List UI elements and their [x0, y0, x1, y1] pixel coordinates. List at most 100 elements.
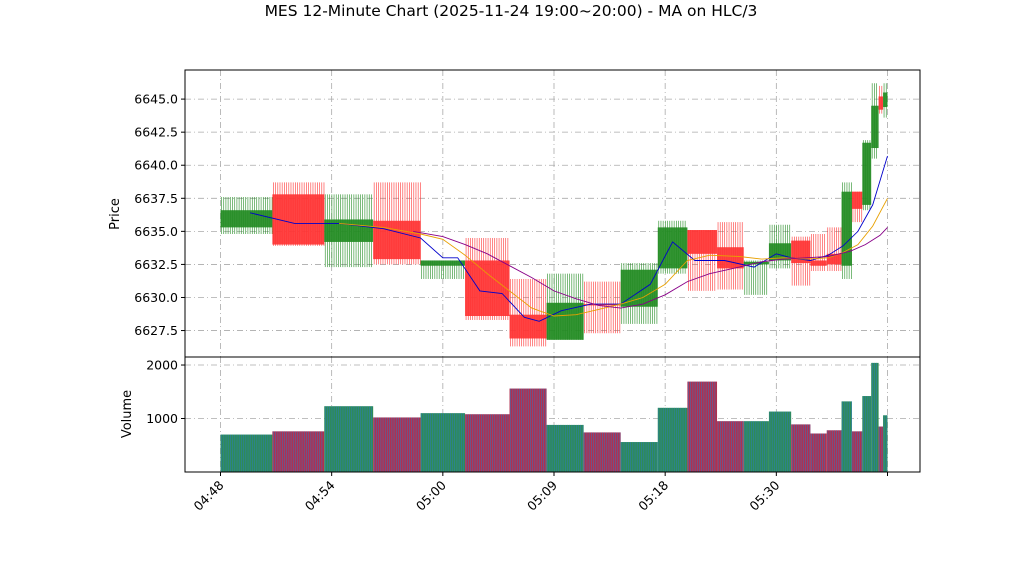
moving-average-lines	[249, 155, 888, 322]
candle-up	[546, 273, 584, 340]
volume-bar-down	[373, 417, 421, 472]
candle-down	[272, 182, 325, 246]
candle-up	[657, 220, 688, 274]
volume-bar-up	[871, 362, 879, 472]
candle-down	[373, 182, 421, 265]
candle-up	[324, 194, 374, 268]
candle-up	[862, 140, 872, 211]
price-tick-label: 6637.5	[134, 191, 178, 206]
candle-down	[851, 191, 863, 223]
candle-body	[373, 220, 421, 260]
volume-bar-down	[791, 424, 811, 472]
volume-bar	[373, 417, 421, 472]
candle-body	[826, 253, 842, 265]
volume-bar-down	[717, 421, 744, 472]
x-tick-label: 05:30	[746, 477, 782, 513]
volume-bar-down	[810, 433, 827, 472]
volume-bar-down	[687, 381, 718, 472]
volume-bar-up	[657, 407, 688, 472]
price-tick-label: 6642.5	[134, 125, 178, 140]
candle-body	[220, 210, 273, 228]
price-y-ticks: 6627.5 6630.0 6632.5 6635.0 6637.5 6640.0 6642…	[134, 92, 185, 338]
candle-up	[871, 83, 879, 159]
volume-bar-down	[878, 426, 884, 472]
price-tick-label: 6640.0	[134, 158, 178, 173]
candle-body	[810, 260, 827, 266]
volume-bar-up	[420, 413, 466, 472]
volume-bar	[841, 401, 852, 472]
volume-bar-down	[509, 388, 547, 472]
volume-bar	[871, 362, 879, 472]
volume-bar-down	[465, 414, 510, 472]
price-tick-label: 6627.5	[134, 323, 178, 338]
candle-down	[791, 236, 811, 286]
candle-body	[272, 194, 325, 245]
volume-bar-up	[546, 424, 584, 472]
candle-body	[862, 142, 872, 205]
volume-bar	[810, 433, 827, 472]
candle-down	[878, 85, 884, 114]
volume-y-ticks: 1000 2000	[146, 358, 185, 426]
price-tick-label: 6645.0	[134, 92, 178, 107]
candle-down	[810, 234, 827, 272]
volume-tick-label: 2000	[146, 358, 178, 373]
volume-bar-up	[768, 411, 792, 472]
x-tick-label: 05:09	[524, 477, 560, 513]
volume-bar	[687, 381, 718, 472]
volume-tick-label: 1000	[146, 411, 178, 426]
price-y-label: Price	[108, 198, 123, 230]
volume-bar	[862, 396, 872, 472]
candle-body	[878, 96, 884, 110]
volume-axes-frame	[184, 356, 921, 473]
volume-bar-down	[851, 431, 863, 472]
price-panel: 6627.5 6630.0 6632.5 6635.0 6637.5 6640.0 6642…	[108, 69, 921, 358]
candle-up	[768, 224, 792, 269]
volume-bar	[878, 426, 884, 472]
volume-bar-down	[583, 432, 621, 472]
candle-body	[620, 269, 658, 307]
volume-bar-up	[862, 396, 872, 472]
candle-body	[465, 260, 510, 316]
x-ticks: 04:48 04:54 05:00 05:09 05:18 05:30	[191, 472, 888, 514]
price-grid	[185, 70, 920, 357]
candle-up	[841, 182, 852, 279]
volume-bar	[717, 421, 744, 472]
candle-body	[717, 247, 744, 269]
volume-bar-down	[826, 430, 842, 472]
candle-body	[420, 260, 466, 266]
candle-up	[620, 263, 658, 324]
candle-down	[826, 227, 842, 272]
volume-bars	[220, 362, 888, 472]
volume-bar-up	[743, 421, 769, 472]
chart-title: MES 12-Minute Chart (2025-11-24 19:00~20…	[265, 2, 758, 20]
candle-body	[583, 304, 621, 306]
candle-body	[883, 92, 888, 108]
x-tick-label: 04:54	[302, 477, 338, 513]
volume-bar	[272, 431, 325, 472]
volume-bar-up	[324, 406, 374, 472]
price-tick-label: 6632.5	[134, 257, 178, 272]
candle-body	[871, 105, 879, 149]
candle-body	[841, 191, 852, 266]
volume-bar-up	[883, 415, 888, 472]
moving-average-line	[413, 227, 888, 309]
volume-bar	[883, 415, 888, 472]
moving-average-line	[339, 198, 888, 317]
volume-y-label: Volume	[120, 390, 135, 438]
volume-bar	[851, 431, 863, 472]
price-tick-label: 6635.0	[134, 224, 178, 239]
candle-down	[509, 278, 547, 347]
volume-bar	[743, 421, 769, 472]
x-tick-label: 05:00	[413, 477, 449, 513]
candle-body	[851, 191, 863, 209]
volume-bar-up	[841, 401, 852, 472]
volume-bar	[465, 414, 510, 472]
volume-bar-up	[620, 442, 658, 472]
volume-bar-up	[220, 434, 273, 472]
x-tick-label: 05:18	[635, 477, 671, 513]
candle-body	[324, 219, 374, 242]
volume-bar	[324, 406, 374, 472]
candle-down	[583, 281, 621, 334]
x-tick-label: 04:48	[191, 477, 227, 513]
